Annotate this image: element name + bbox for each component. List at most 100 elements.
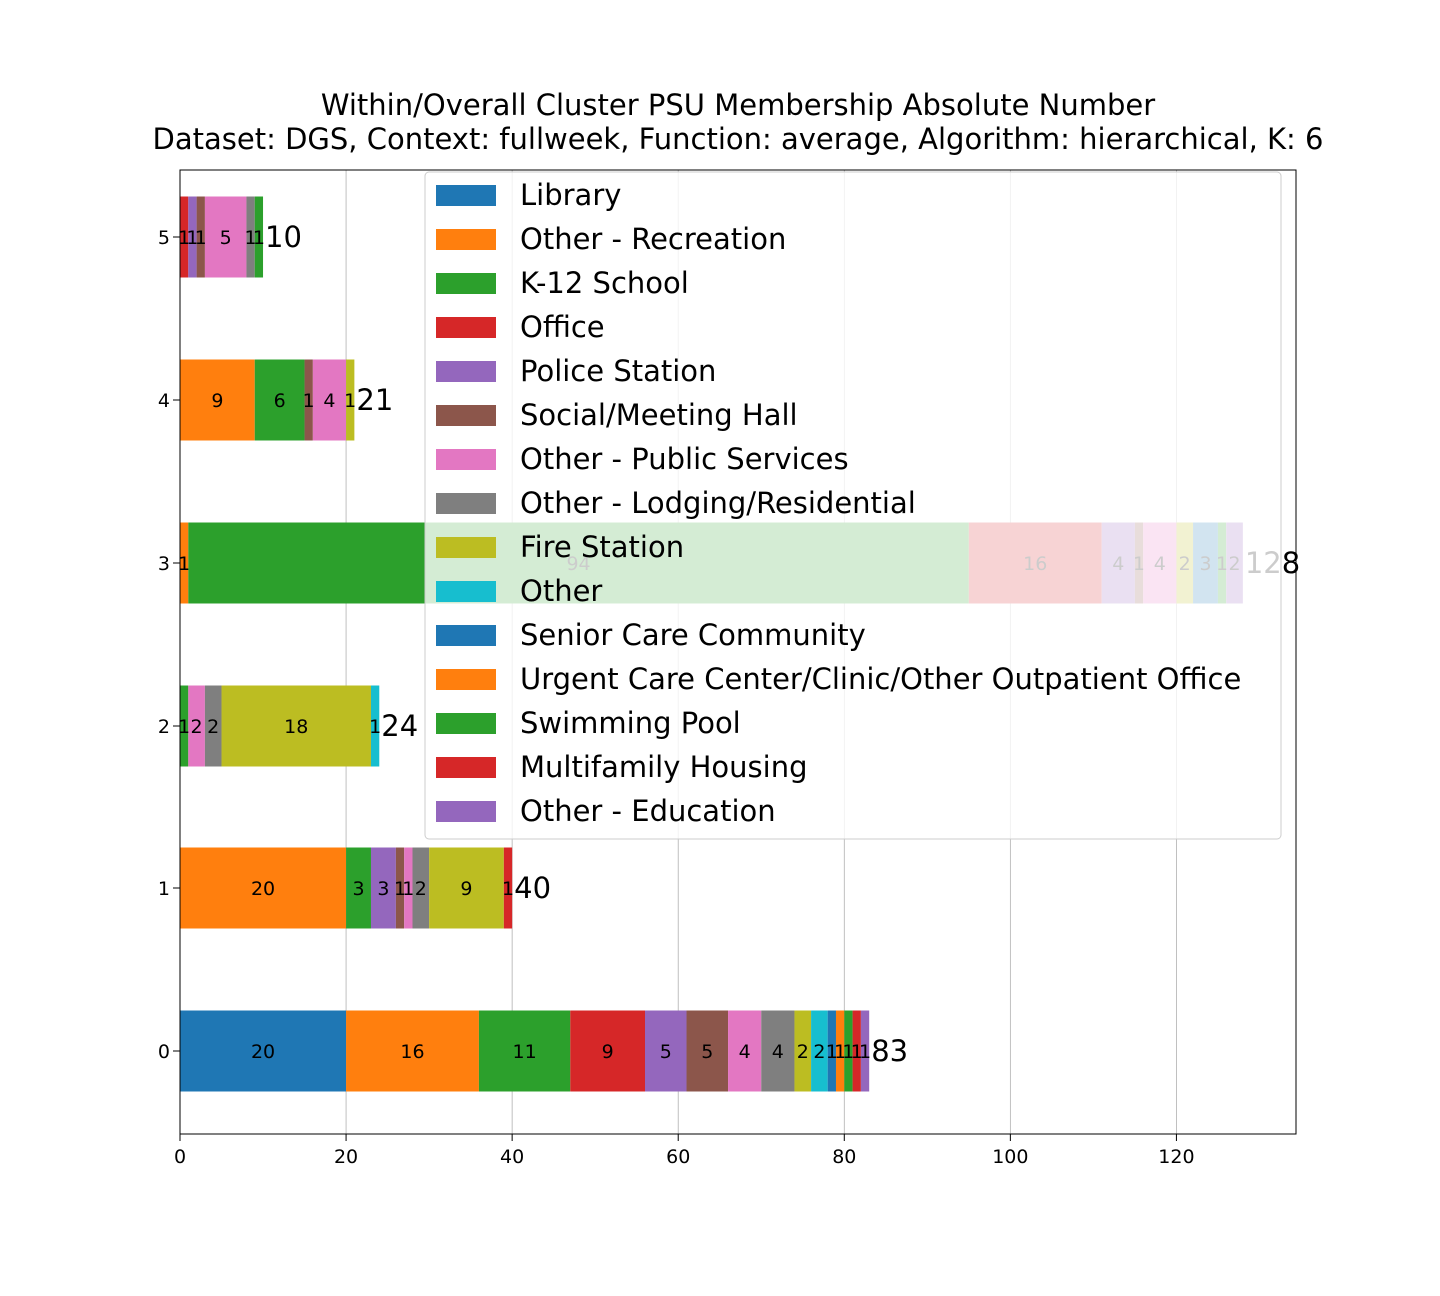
bar-segment [370,847,396,929]
legend-label: Social/Meeting Hall [520,398,798,432]
bar-segment [180,196,189,278]
segment-label: 1 [834,1041,846,1063]
bar-segment [686,1010,729,1092]
bar-segment [827,1010,836,1092]
x-tick-label: 120 [1158,1146,1194,1168]
bar-segment [204,685,222,767]
bar-segment [180,685,189,767]
bar-segment [412,847,430,929]
bar-segment [503,847,513,929]
segment-label: 1 [859,1041,871,1063]
legend-label: Multifamily Housing [520,750,808,784]
segment-label: 1 [186,227,198,249]
x-tick-label: 80 [832,1146,856,1168]
segment-label: 2 [797,1041,809,1063]
y-tick-label: 2 [158,716,170,738]
legend-swatch [436,537,496,558]
segment-label: 1 [245,227,257,249]
segment-label: 1 [502,878,514,900]
segment-label: 2 [207,716,219,738]
bar-segment [180,359,255,441]
legend: Library Other - Recreation K-12 School Offi… [424,171,1282,840]
segment-label: 9 [460,878,472,900]
segment-label: 1 [178,553,190,575]
bar-segment [404,847,413,929]
segment-label: 1 [253,227,265,249]
x-tick-label: 40 [500,1146,524,1168]
segment-label: 1 [842,1041,854,1063]
bar-segment [246,196,255,278]
legend-swatch [436,273,496,294]
legend-swatch [436,361,496,382]
segment-label: 3 [352,878,364,900]
segment-label: 18 [284,716,308,738]
legend-swatch [436,405,496,426]
legend-label: Urgent Care Center/Clinic/Other Outpatie… [520,662,1241,696]
bar-segment [645,1010,687,1092]
bar-total-label: 83 [871,1034,908,1068]
segment-label: 1 [826,1041,838,1063]
segment-label: 1 [178,716,190,738]
y-tick-label: 1 [158,878,170,900]
legend-swatch [436,581,496,602]
segment-label: 9 [602,1041,614,1063]
legend-label: Other - Public Services [520,442,849,476]
bar-segment [370,685,380,767]
segment-label: 1 [303,390,315,412]
y-tick-label: 5 [158,227,170,249]
legend-label: Other [520,574,602,608]
segment-label: 11 [513,1041,537,1063]
segment-label: 5 [701,1041,713,1063]
segment-label: 2 [415,878,427,900]
legend-label: Swimming Pool [520,706,741,740]
segment-label: 1 [394,878,406,900]
bar-segment [180,847,347,929]
legend-swatch [436,713,496,734]
segment-label: 9 [211,390,223,412]
bar-segment [196,196,205,278]
bar-segment [204,196,247,278]
legend-swatch [436,493,496,514]
bar-segment [346,1010,479,1092]
legend-label: Other - Recreation [520,222,786,256]
segment-label: 1 [178,227,190,249]
bar-segment [254,196,264,278]
bar-segment [728,1010,762,1092]
legend-label: Library [520,178,621,212]
bar-total-label: 21 [356,383,393,417]
legend-swatch [436,185,496,206]
bar-segment [852,1010,861,1092]
legend-label: Senior Care Community [520,618,866,652]
bar-total-label: 24 [381,709,418,743]
bar-segment [188,196,197,278]
bar-segment [188,685,205,767]
segment-label: 1 [402,878,414,900]
bar-segment [860,1010,870,1092]
legend-swatch [436,229,496,250]
legend-swatch [436,317,496,338]
y-tick-label: 3 [158,553,170,575]
x-tick-label: 100 [992,1146,1028,1168]
bar-segment [835,1010,845,1092]
bar-total-label: 40 [514,871,551,905]
bar-segment [312,359,347,441]
segment-label: 4 [323,390,335,412]
segment-label: 1 [195,227,207,249]
segment-label: 4 [772,1041,784,1063]
plot-frame [179,169,1297,1135]
segment-label: 5 [660,1041,672,1063]
bar-total-label: 10 [265,220,302,254]
bar-segment [794,1010,812,1092]
segment-label: 2 [191,716,203,738]
legend-swatch [436,801,496,822]
legend-label: Fire Station [520,530,684,564]
legend-swatch [436,669,496,690]
bar-segment [254,359,305,441]
legend-label: Office [520,310,605,344]
legend-label: Other - Education [520,794,776,828]
segment-label: 4 [739,1041,751,1063]
y-tick-label: 4 [158,390,170,412]
legend-swatch [436,757,496,778]
segment-label: 20 [251,878,275,900]
